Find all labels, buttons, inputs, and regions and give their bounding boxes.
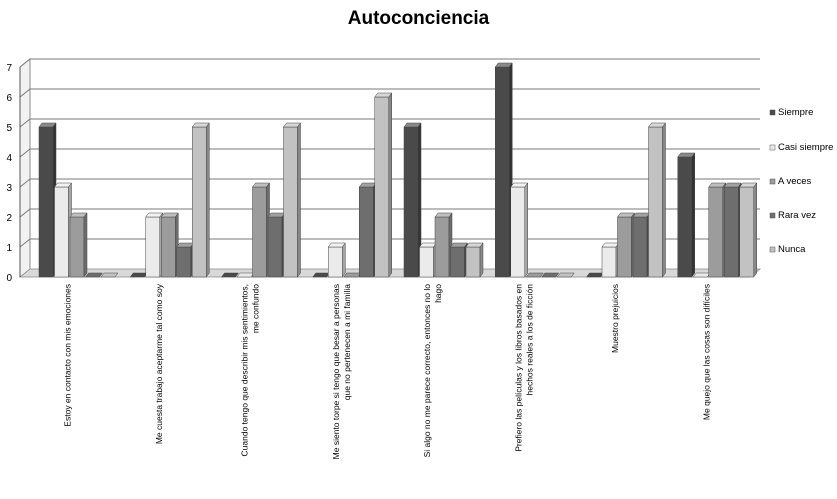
y-tick-label: 3 (6, 183, 12, 194)
bar (586, 272, 604, 278)
bar (677, 152, 696, 278)
bars (38, 62, 758, 278)
bar (160, 212, 179, 278)
bar (343, 272, 362, 278)
legend-label: Siempre (778, 107, 813, 118)
bar (374, 92, 393, 278)
x-tick-label: Muestro prejuicios (610, 284, 620, 353)
bar (541, 272, 560, 278)
bar (419, 242, 437, 278)
bar (648, 122, 666, 278)
legend-swatch (769, 246, 776, 253)
bar (617, 212, 635, 278)
bar (221, 272, 239, 278)
bar (283, 122, 301, 278)
x-axis-labels: Estoy en contacto con mis emociones Me cu… (63, 283, 712, 459)
bar (434, 212, 453, 278)
bar (69, 212, 88, 278)
bar (54, 182, 72, 278)
x-tick-label: Me siento torpe si tengo que besar a per… (331, 284, 352, 460)
bar (38, 122, 57, 278)
legend-swatch (769, 178, 776, 185)
bar (632, 212, 651, 278)
legend-item: A veces (769, 176, 812, 187)
legend-label: A veces (778, 176, 812, 187)
gridline (19, 118, 760, 128)
bar (327, 242, 346, 278)
y-tick-label: 0 (6, 273, 12, 284)
bar (176, 242, 195, 278)
bar (525, 272, 544, 278)
side-wall (19, 58, 31, 278)
gridline (19, 178, 760, 188)
bar (723, 182, 742, 278)
y-tick-label: 5 (6, 123, 12, 134)
legend-label: Casi siempre (778, 142, 833, 153)
legend-label: Rara vez (778, 210, 816, 221)
bar (312, 272, 331, 278)
legend: Siempre Casi siempre A veces Rara vez Nunca (769, 107, 833, 255)
y-tick-label: 7 (6, 63, 12, 74)
legend-item: Rara vez (769, 210, 816, 221)
gridline (19, 58, 760, 68)
legend-item: Nunca (769, 244, 806, 255)
y-tick-label: 2 (6, 213, 12, 224)
gridline (19, 148, 760, 158)
x-tick-label: Prefiero las películas y los libros basa… (513, 284, 534, 452)
bar (403, 122, 422, 278)
gridline (19, 88, 760, 98)
x-tick-label: Si algo no me parece correcto, entonces … (422, 284, 443, 458)
legend-item: Casi siempre (769, 142, 833, 153)
y-tick-label: 6 (6, 93, 12, 104)
bar (129, 272, 148, 278)
bar (739, 182, 758, 278)
bar (100, 272, 119, 278)
legend-swatch (769, 109, 776, 116)
x-tick-label: Estoy en contacto con mis emociones (63, 284, 73, 427)
x-tick-label: Cuando tengo que describir mis sentimien… (240, 284, 261, 457)
y-tick-label: 1 (6, 243, 12, 254)
bar (236, 272, 255, 278)
bar (510, 182, 529, 278)
bar (465, 242, 484, 278)
legend-item: Siempre (769, 107, 813, 118)
bar (191, 122, 210, 278)
bar (601, 242, 620, 278)
bar (145, 212, 164, 278)
chart-title: Autoconciencia (347, 8, 490, 29)
legend-swatch (769, 144, 776, 151)
legend-swatch (769, 212, 776, 219)
bar (708, 182, 727, 278)
bar (85, 272, 103, 278)
bar (692, 272, 711, 278)
bar (267, 212, 286, 278)
bar (450, 242, 468, 278)
y-axis-ticks: 0 1 2 3 4 5 6 7 (6, 63, 21, 284)
bar (358, 182, 377, 278)
x-tick-label: Me quejo que las cosas son difíciles (701, 284, 711, 420)
legend-label: Nunca (778, 244, 806, 255)
bar (252, 182, 270, 278)
bar (494, 62, 513, 278)
bar (556, 272, 575, 278)
x-tick-label: Me cuesta trabajo aceptarme tal como soy (154, 283, 164, 444)
y-tick-label: 4 (6, 153, 12, 164)
